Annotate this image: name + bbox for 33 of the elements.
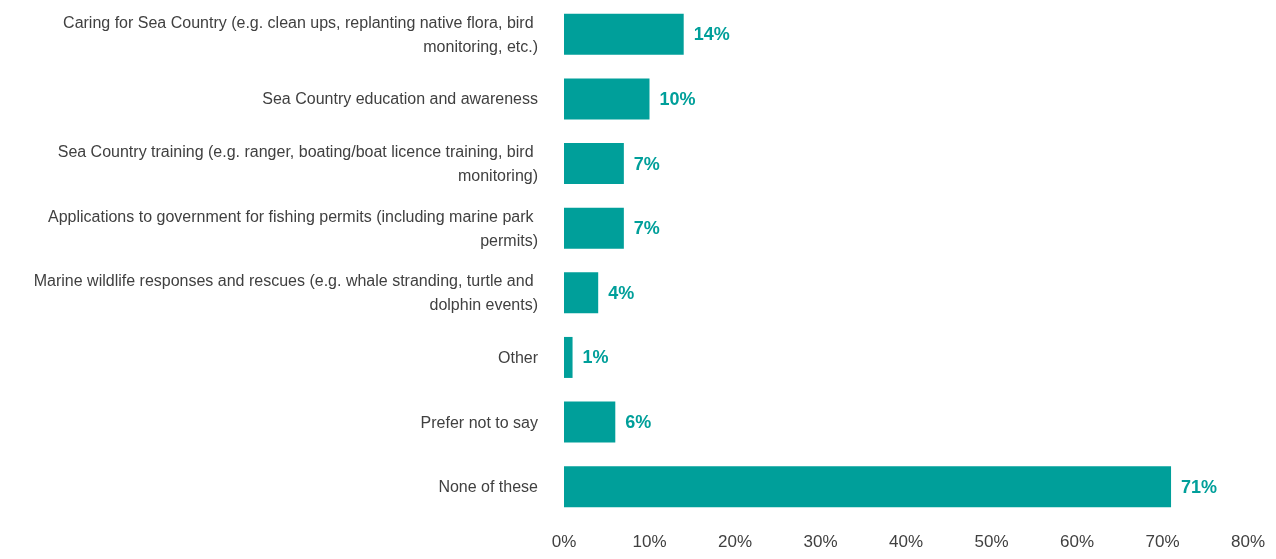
data-label: 10% <box>659 88 696 109</box>
x-tick-label: 30% <box>803 532 838 551</box>
y-tick-label: Applications to government for fishing permits (including marine park permits) <box>47 207 538 249</box>
y-tick-label: None of these <box>438 478 539 496</box>
bar <box>564 207 624 249</box>
y-tick-label: Sea Country training (e.g. ranger, boating/boat licence training, bird monitoring) <box>57 143 538 185</box>
bar <box>564 13 684 55</box>
data-label: 7% <box>633 218 660 239</box>
x-tick-label: 20% <box>717 532 753 551</box>
x-tick-label: 70% <box>1145 532 1180 551</box>
bar <box>564 143 624 185</box>
y-tick-label: Other <box>497 348 539 366</box>
data-label: 1% <box>582 347 609 368</box>
x-tick-label: 40% <box>888 532 924 551</box>
bar <box>564 401 616 443</box>
data-label: 71% <box>1181 476 1218 497</box>
x-tick-label: 50% <box>974 532 1009 551</box>
y-tick-label: Caring for Sea Country (e.g. clean ups, replanting native flora, bird monitoring, etc.) <box>63 13 538 55</box>
x-tick-label: 0% <box>551 532 577 551</box>
y-tick-label: Marine wildlife responses and rescues (e.g. whale stranding, turtle and dolphin events) <box>33 272 538 314</box>
y-tick-label: Prefer not to say <box>420 413 538 431</box>
x-tick-label: 10% <box>632 532 667 551</box>
y-tick-label: Sea Country education and awareness <box>262 90 538 108</box>
bar <box>564 466 1172 508</box>
x-tick-label: 60% <box>1059 532 1095 551</box>
x-tick-label: 80% <box>1230 532 1266 551</box>
data-label: 6% <box>625 412 652 433</box>
bar <box>564 78 650 120</box>
data-label: 14% <box>693 24 730 45</box>
bar <box>564 272 599 314</box>
data-label: 7% <box>633 153 660 174</box>
data-label: 4% <box>608 282 635 303</box>
bar <box>564 336 573 378</box>
